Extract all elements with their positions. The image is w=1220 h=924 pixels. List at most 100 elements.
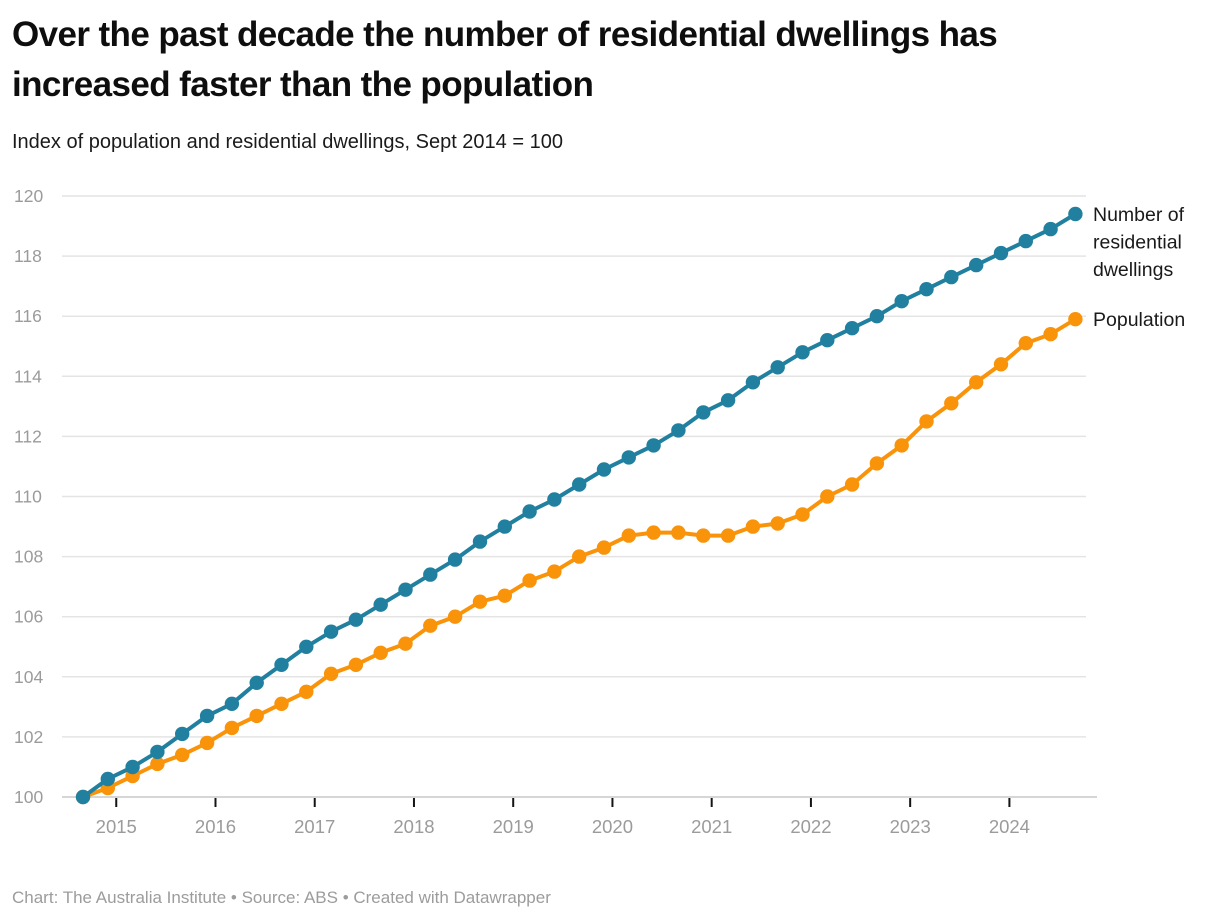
data-point-number-of-residential-dwellings [820,333,835,348]
data-point-population [224,720,240,736]
x-axis-tick-label: 2023 [890,816,931,837]
data-point-population [770,516,785,531]
data-point-population [795,507,810,522]
data-point-population [398,636,413,651]
data-point-number-of-residential-dwellings [795,345,810,360]
data-point-population [373,645,388,660]
data-point-population [274,696,289,711]
x-axis-tick-label: 2019 [493,816,534,837]
data-point-number-of-residential-dwellings [1043,221,1058,237]
y-axis-tick-label: 100 [14,787,43,807]
data-point-number-of-residential-dwellings [224,696,240,711]
data-point-population [1043,327,1058,342]
data-point-number-of-residential-dwellings [696,405,711,420]
data-point-number-of-residential-dwellings [844,321,860,336]
x-axis-tick-label: 2021 [691,816,732,837]
x-axis-tick-label: 2018 [393,816,434,837]
data-point-population [844,477,860,492]
data-point-number-of-residential-dwellings [522,504,537,519]
data-point-population [447,609,463,624]
data-point-population [969,375,984,390]
data-point-population [323,666,339,681]
data-point-number-of-residential-dwellings [894,294,909,309]
data-point-number-of-residential-dwellings [373,597,388,612]
data-point-number-of-residential-dwellings [249,675,264,690]
y-axis-tick-label: 120 [14,186,43,206]
data-point-number-of-residential-dwellings [621,450,636,465]
data-point-number-of-residential-dwellings [745,375,761,390]
data-point-number-of-residential-dwellings [993,245,1009,261]
legend-label-number-of-residential-dwellings: dwellings [1093,259,1173,281]
data-point-number-of-residential-dwellings [547,492,562,507]
data-point-population [621,528,636,543]
chart-subtitle: Index of population and residential dwel… [12,131,563,153]
data-point-number-of-residential-dwellings [944,269,959,285]
series-number-of-residential-dwellings: Number of residential dwellings [75,204,1185,805]
data-point-population [497,588,512,603]
data-point-number-of-residential-dwellings [348,612,364,627]
data-point-population [1068,312,1083,327]
y-axis-tick-label: 114 [14,366,42,386]
legend-label-number-of-residential-dwellings: Number of [1093,204,1185,226]
data-point-number-of-residential-dwellings [150,744,165,760]
legend-label-number-of-residential-dwellings: residential [1093,232,1182,254]
data-point-population [522,573,537,588]
data-point-population [919,414,934,429]
data-point-population [547,564,562,579]
data-point-population [720,528,736,543]
data-point-number-of-residential-dwellings [423,567,438,582]
y-axis-tick-label: 116 [14,306,42,326]
data-point-population [671,525,686,540]
data-point-population [820,489,835,504]
data-point-population [869,456,885,471]
series-population: Population [75,309,1185,805]
data-point-number-of-residential-dwellings [969,257,984,273]
y-axis-tick-label: 110 [14,487,42,507]
data-point-number-of-residential-dwellings [323,624,339,639]
x-axis-tick-label: 2016 [195,816,236,837]
data-point-number-of-residential-dwellings [1068,206,1083,222]
data-point-population [745,519,761,534]
data-point-population [472,594,488,609]
legend-label-population: Population [1093,309,1185,331]
data-point-number-of-residential-dwellings [646,438,661,453]
data-point-population [150,756,165,772]
data-point-number-of-residential-dwellings [398,582,413,597]
data-point-number-of-residential-dwellings [274,657,289,672]
chart-title: Over the past decade the number of resid… [12,15,998,104]
y-axis-tick-label: 102 [14,727,43,747]
data-point-number-of-residential-dwellings [671,423,686,438]
y-axis-tick-label: 104 [14,667,43,687]
data-point-population [993,357,1009,372]
data-point-number-of-residential-dwellings [869,309,885,324]
data-point-number-of-residential-dwellings [497,519,512,534]
data-point-number-of-residential-dwellings [572,477,587,492]
data-point-number-of-residential-dwellings [596,462,612,477]
data-point-population [894,438,909,453]
data-point-number-of-residential-dwellings [199,708,215,724]
data-point-population [596,540,612,555]
data-point-population [944,396,959,411]
data-point-number-of-residential-dwellings [1018,233,1033,249]
data-point-population [199,735,215,751]
data-point-population [646,525,661,540]
data-point-number-of-residential-dwellings [175,726,190,742]
y-axis-tick-label: 118 [14,246,42,266]
x-axis: 2015 2016 2017 2018 2019 2020 2021 2022 2023 2024 [96,798,1030,837]
data-point-number-of-residential-dwellings [770,360,785,375]
y-axis-tick-label: 108 [14,547,43,567]
data-point-number-of-residential-dwellings [299,639,314,654]
x-axis-tick-label: 2020 [592,816,633,837]
data-point-number-of-residential-dwellings [919,282,934,297]
data-point-number-of-residential-dwellings [472,534,488,549]
data-point-number-of-residential-dwellings [100,771,116,787]
data-point-population [1018,336,1033,351]
data-point-number-of-residential-dwellings [75,789,91,805]
data-point-population [299,684,314,699]
data-point-population [696,528,711,543]
x-axis-tick-label: 2015 [96,816,137,837]
x-axis-tick-label: 2024 [989,816,1030,837]
data-point-population [348,657,364,672]
chart-area: 100 102 104 106 108 110 112 114 116 118 120 2015 201… [0,175,1220,875]
